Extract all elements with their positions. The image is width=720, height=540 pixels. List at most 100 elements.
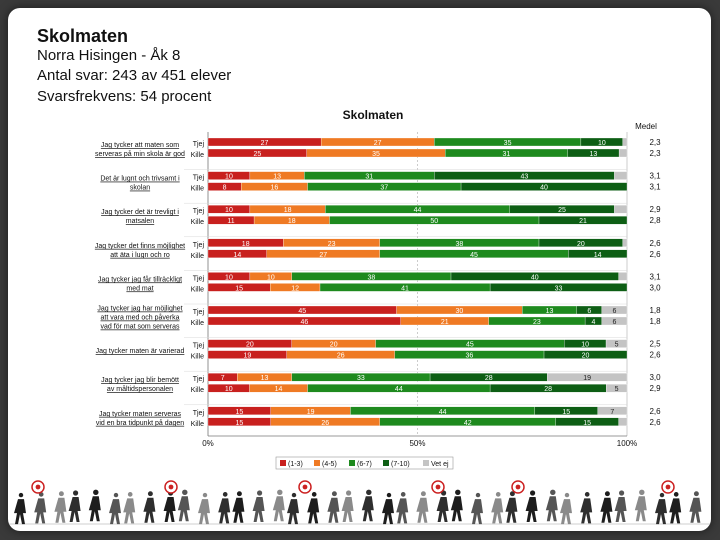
target-icon-center bbox=[435, 484, 441, 490]
group-label: Tjej bbox=[193, 242, 205, 249]
bar-value-label: 7 bbox=[221, 375, 225, 382]
bar-segment bbox=[614, 171, 628, 180]
bar-value-label: 25 bbox=[254, 151, 262, 158]
person-silhouette-body bbox=[34, 498, 47, 524]
legend-swatch bbox=[383, 460, 389, 466]
report-title: Skolmaten bbox=[37, 26, 129, 46]
bar-value-label: 10 bbox=[598, 140, 606, 147]
x-tick-label: 0% bbox=[202, 439, 214, 448]
bar-value-label: 28 bbox=[485, 375, 493, 382]
bar-segment bbox=[543, 350, 628, 359]
bar-value-label: 42 bbox=[464, 420, 472, 427]
question-label: att vara med och påverka bbox=[101, 314, 180, 322]
target-icon-center bbox=[168, 484, 174, 490]
bar-segment bbox=[618, 417, 628, 426]
bar-value-label: 37 bbox=[380, 185, 388, 192]
bar-value-label: 33 bbox=[555, 285, 563, 292]
group-label: Kille bbox=[191, 219, 204, 226]
bar-value-label: 27 bbox=[374, 140, 382, 147]
group-label: Kille bbox=[191, 152, 204, 159]
bar-value-label: 41 bbox=[401, 285, 409, 292]
bar-value-label: 10 bbox=[267, 274, 275, 281]
person-silhouette-body bbox=[416, 497, 429, 523]
bar-value-label: 15 bbox=[236, 420, 244, 427]
bar-segment bbox=[618, 272, 628, 281]
person-silhouette-body bbox=[88, 496, 101, 522]
bar-value-label: 33 bbox=[357, 375, 365, 382]
bar-value-label: 6 bbox=[612, 319, 616, 326]
legend-swatch bbox=[280, 460, 286, 466]
bar-value-label: 6 bbox=[587, 308, 591, 315]
bar-value-label: 23 bbox=[328, 241, 336, 248]
mean-value: 3,1 bbox=[649, 172, 661, 181]
person-silhouette-body bbox=[560, 499, 572, 525]
person-silhouette-body bbox=[382, 499, 394, 525]
group-label: Kille bbox=[191, 253, 204, 260]
person-silhouette-head bbox=[113, 492, 119, 498]
bar-value-label: 5 bbox=[615, 342, 619, 349]
person-silhouette-head bbox=[58, 491, 64, 497]
person-silhouette-body bbox=[545, 496, 558, 522]
person-silhouette-head bbox=[127, 492, 133, 497]
legend-swatch bbox=[423, 460, 429, 466]
mean-value: 2,9 bbox=[649, 205, 661, 214]
target-icon-center bbox=[35, 484, 41, 490]
person-silhouette-body bbox=[163, 497, 176, 522]
question-label: Jag tycker det är trevligt i bbox=[101, 209, 179, 216]
mean-value: 2,3 bbox=[649, 149, 661, 158]
bar-segment bbox=[538, 216, 628, 225]
person-silhouette-body bbox=[436, 497, 449, 522]
legend-label: (7-10) bbox=[391, 461, 410, 468]
group-label: Tjej bbox=[193, 410, 205, 417]
bar-value-label: 21 bbox=[441, 319, 449, 326]
group-label: Kille bbox=[191, 387, 204, 394]
person-silhouette-body bbox=[272, 496, 285, 522]
group-label: Tjej bbox=[193, 309, 205, 316]
question-label: serveras på min skola är god bbox=[95, 150, 185, 158]
bar-value-label: 31 bbox=[365, 174, 373, 181]
bar-value-label: 20 bbox=[582, 353, 590, 360]
person-silhouette-body bbox=[232, 497, 245, 523]
bar-value-label: 36 bbox=[465, 353, 473, 360]
bar-value-label: 26 bbox=[321, 420, 329, 427]
legend-label: (4-5) bbox=[322, 461, 337, 468]
person-silhouette-body bbox=[14, 499, 26, 525]
person-silhouette-body bbox=[287, 499, 299, 525]
group-label: Tjej bbox=[193, 343, 205, 350]
group-label: Kille bbox=[191, 421, 204, 428]
legend-label: Vet ej bbox=[431, 461, 449, 468]
person-silhouette-body bbox=[505, 497, 518, 523]
bar-value-label: 31 bbox=[503, 151, 511, 158]
mean-value: 2,8 bbox=[649, 216, 661, 225]
bar-value-label: 27 bbox=[261, 140, 269, 147]
person-silhouette-body bbox=[307, 498, 320, 524]
person-silhouette-body bbox=[491, 498, 504, 524]
mean-value: 2,3 bbox=[649, 138, 661, 147]
bar-value-label: 14 bbox=[233, 252, 241, 259]
chart-title: Skolmaten bbox=[343, 108, 404, 122]
mean-value: 3,0 bbox=[649, 373, 661, 382]
legend-label: (1-3) bbox=[288, 461, 303, 468]
person-silhouette-body bbox=[327, 497, 340, 523]
decorative-people-strip bbox=[8, 480, 711, 525]
group-label: Kille bbox=[191, 186, 204, 193]
mean-value: 3,1 bbox=[649, 183, 661, 192]
person-silhouette-head bbox=[291, 492, 297, 498]
bar-value-label: 10 bbox=[581, 342, 589, 349]
bar-value-label: 8 bbox=[223, 185, 227, 192]
person-silhouette-head bbox=[455, 489, 461, 496]
bar-value-label: 4 bbox=[592, 319, 596, 326]
person-silhouette-body bbox=[198, 499, 210, 525]
mean-value: 2,6 bbox=[649, 407, 661, 416]
question-label: av måltidspersonalen bbox=[107, 385, 173, 393]
report-subtitle: Norra Hisingen - Åk 8 bbox=[37, 47, 181, 64]
person-silhouette-body bbox=[669, 498, 682, 524]
bar-value-label: 13 bbox=[261, 375, 269, 382]
bar-value-label: 10 bbox=[225, 274, 233, 281]
person-silhouette-head bbox=[346, 490, 352, 496]
group-label: Kille bbox=[191, 354, 204, 361]
mean-value: 2,6 bbox=[649, 351, 661, 360]
bar-value-label: 7 bbox=[610, 409, 614, 416]
person-silhouette-body bbox=[218, 498, 231, 524]
bar-value-label: 15 bbox=[562, 409, 570, 416]
